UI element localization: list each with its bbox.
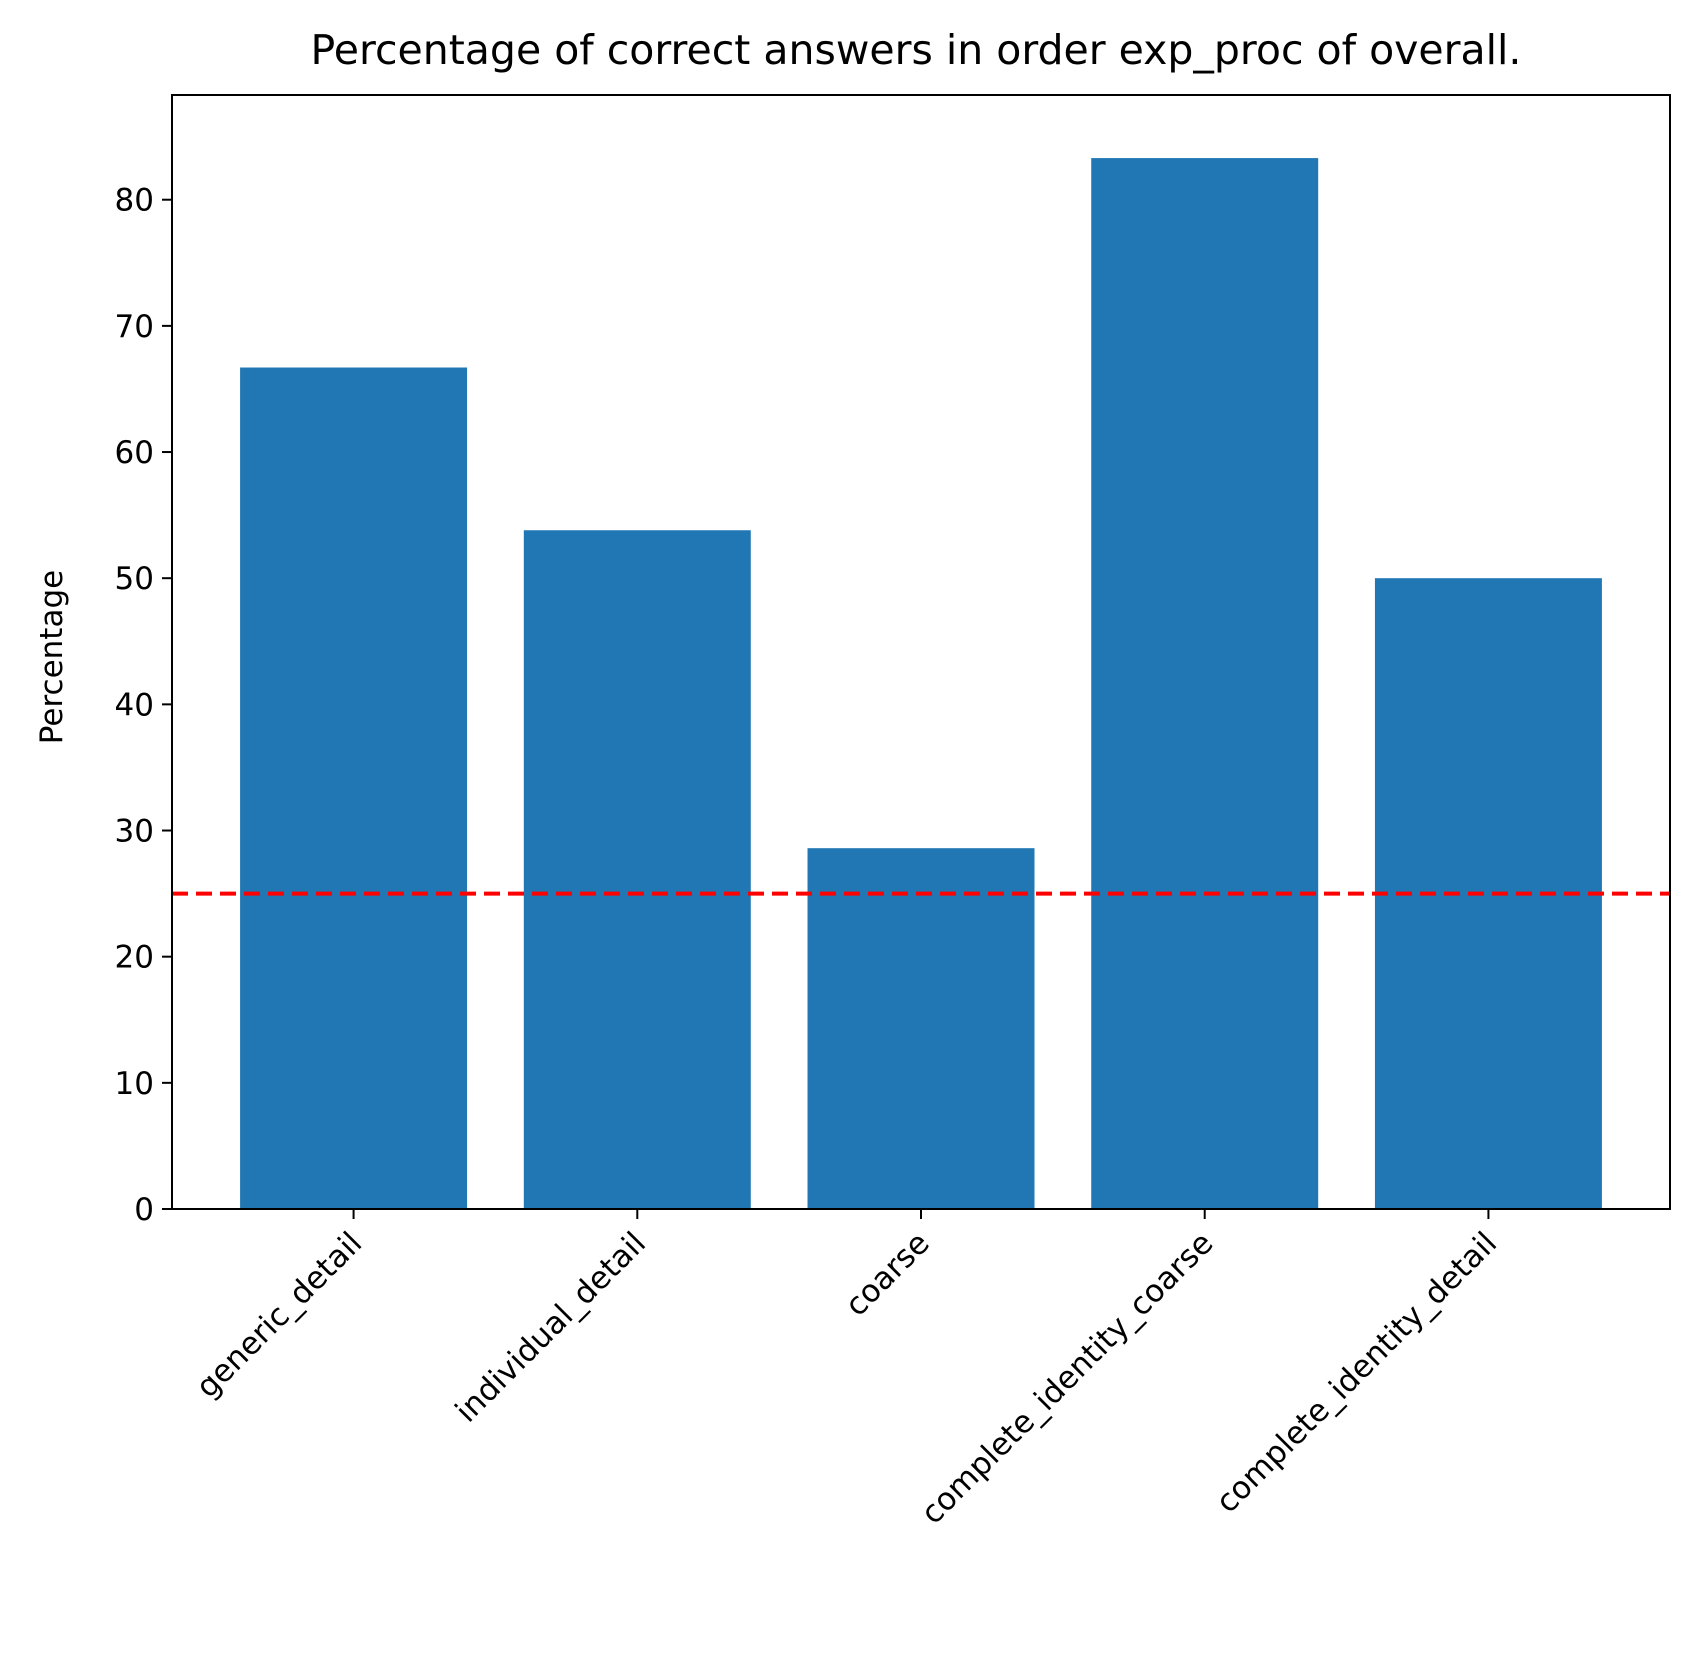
y-tick-label: 10 — [115, 1066, 154, 1102]
y-tick-label: 0 — [134, 1192, 154, 1228]
bar-coarse — [807, 848, 1035, 1209]
y-tick-label: 40 — [115, 687, 154, 723]
x-tick-label: coarse — [838, 1225, 936, 1323]
x-tick-label: complete_identity_detail — [1209, 1225, 1504, 1520]
y-tick-label: 30 — [115, 814, 154, 850]
x-tick-label: complete_identity_coarse — [914, 1225, 1220, 1531]
y-axis-ticks: 0 10 20 30 40 50 60 70 80 — [115, 183, 172, 1228]
x-axis-ticks: generic_detail individual_detail coarsecom… — [189, 1209, 1504, 1531]
bars-layer — [240, 158, 1602, 1210]
x-tick-label: individual_detail — [449, 1225, 653, 1429]
x-tick-label: generic_detail — [189, 1225, 369, 1405]
chart-title: Percentage of correct answers in order e… — [311, 26, 1522, 74]
bar-generic_detail — [240, 367, 468, 1209]
axes-frame — [171, 94, 1671, 1210]
y-tick-label: 80 — [115, 183, 154, 219]
bar-complete_identity_coarse — [1091, 158, 1319, 1210]
y-tick-label: 20 — [115, 940, 154, 976]
bar-individual_detail — [523, 530, 751, 1209]
y-axis-label: Percentage — [34, 570, 70, 744]
y-tick-label: 70 — [115, 309, 154, 345]
y-tick-label: 60 — [115, 435, 154, 471]
y-tick-label: 50 — [115, 561, 154, 597]
